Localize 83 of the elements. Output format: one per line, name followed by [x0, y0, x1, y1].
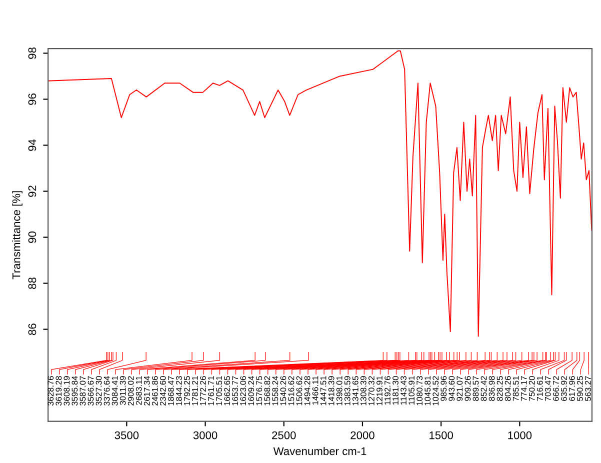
annotation: 1576.75 [256, 376, 262, 406]
annotation: 852.42 [480, 376, 487, 401]
annotation: 804.26 [504, 376, 511, 401]
annotation: 703.47 [544, 376, 551, 401]
annotation: 1506.62 [296, 376, 302, 406]
annotation: 1868.47 [168, 376, 174, 406]
y-tick-label: 88 [28, 278, 36, 289]
annotation: 1772.26 [200, 376, 206, 406]
annotation: 3084.41 [112, 376, 118, 406]
annotation: 2683.11 [136, 376, 142, 405]
y-axis-title: Transmittance [%] [12, 191, 22, 280]
annotation: 909.26 [464, 376, 471, 401]
annotation: 774.17 [520, 376, 527, 401]
annotation: 828.25 [496, 376, 503, 401]
annotation: 3628.76 [48, 376, 54, 406]
annotation: 3566.67 [88, 376, 94, 406]
x-tick-label: 1000 [508, 431, 532, 440]
annotation: 1761.71 [208, 376, 214, 406]
annotation: 1623.06 [240, 376, 246, 406]
x-tick-label: 3500 [114, 431, 139, 440]
annotation: 617.96 [569, 376, 575, 401]
annotation: 1080.73 [416, 376, 423, 406]
x-axis-title: Wavenumber cm-1 [273, 446, 366, 456]
annotation: 1308.39 [360, 376, 366, 406]
annotation: 3376.64 [104, 376, 110, 406]
annotation: 1045.81 [424, 376, 431, 406]
annotation: 590.25 [577, 376, 583, 401]
annotation: 3587.07 [80, 376, 86, 406]
annotation: 1540.26 [280, 376, 286, 406]
annotation: 716.61 [536, 376, 543, 401]
annotation: 1181.30 [392, 376, 398, 405]
y-tick-label: 90 [28, 232, 36, 243]
annotation: 889.57 [472, 376, 479, 401]
x-tick-label: 3000 [193, 431, 218, 440]
annotation: 1270.32 [368, 376, 374, 406]
y-tick-label: 98 [28, 48, 36, 59]
annotation: 943.60 [448, 376, 455, 401]
x-tick-label: 1500 [430, 431, 453, 440]
annotation: 635.92 [560, 376, 567, 401]
y-tick-label: 92 [28, 186, 36, 197]
annotation: 1781.21 [192, 376, 198, 406]
annotation: 2617.34 [144, 376, 150, 406]
annotation: 1662.65 [224, 376, 230, 406]
annotation: 1447.51 [320, 376, 326, 406]
annotation: 3619.28 [56, 376, 62, 406]
annotation: 1418.39 [328, 376, 334, 406]
annotation: 3595.84 [72, 376, 78, 406]
annotation: 836.98 [488, 376, 495, 401]
annotation: 1653.77 [232, 376, 238, 406]
x-tick-label: 2500 [272, 431, 296, 440]
y-tick-label: 86 [28, 324, 36, 335]
annotation: 3011.39 [120, 376, 126, 405]
annotation: 750.20 [528, 376, 535, 401]
annotation: 1466.11 [312, 376, 318, 405]
annotation: 1844.23 [176, 376, 182, 406]
annotation: 1705.51 [216, 376, 222, 406]
y-tick-label: 96 [28, 94, 36, 105]
annotation: 1516.62 [288, 376, 294, 406]
annotation: 2908.02 [128, 376, 134, 406]
annotation: 1143.43 [400, 376, 406, 405]
annotation: 3527.30 [96, 376, 102, 406]
annotation: 1398.01 [336, 376, 342, 406]
annotation: 2461.86 [152, 376, 158, 406]
annotation: 1219.91 [376, 376, 382, 406]
annotation: 1792.25 [184, 376, 190, 406]
annotation: 985.96 [440, 376, 447, 401]
annotation: 1383.59 [344, 376, 350, 406]
annotation: 3608.19 [64, 376, 70, 406]
annotation: 666.72 [552, 376, 559, 401]
annotation: 1341.65 [352, 376, 358, 406]
annotation: 785.51 [512, 376, 519, 401]
annotation: 1192.76 [384, 376, 390, 405]
annotation: 563.27 [585, 376, 591, 401]
annotation: 1558.24 [272, 376, 278, 406]
annotation: 1568.82 [264, 376, 270, 406]
annotation: 1609.24 [248, 376, 254, 406]
x-tick-label: 2000 [350, 431, 374, 440]
annotation: 2342.60 [160, 376, 166, 406]
annotation: 921.07 [456, 376, 463, 401]
y-tick-label: 94 [28, 139, 36, 151]
annotation: 1105.91 [408, 376, 415, 405]
annotation: 1024.52 [432, 376, 439, 406]
annotation: 1494.28 [304, 376, 310, 406]
